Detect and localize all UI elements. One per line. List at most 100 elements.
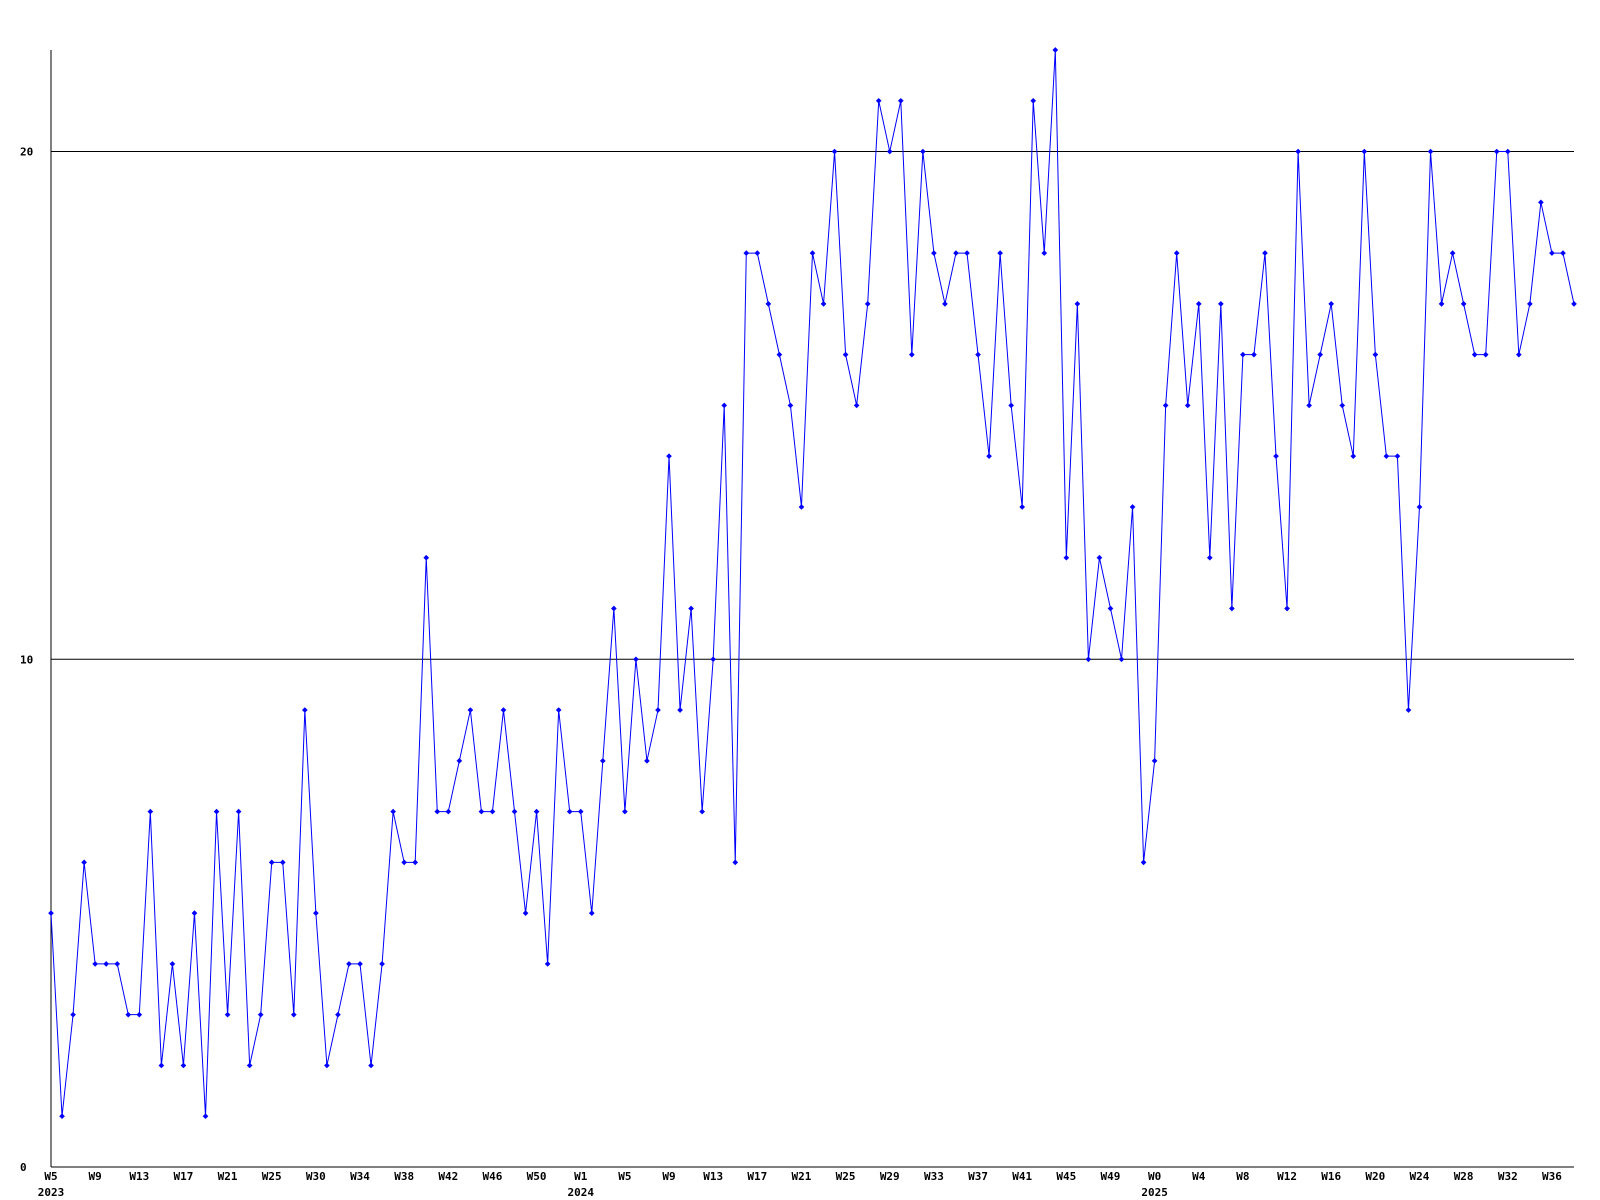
data-point [1427, 148, 1434, 155]
year-label: 2023 [38, 1186, 65, 1199]
data-point [81, 859, 87, 866]
data-point [655, 707, 661, 713]
data-point [699, 808, 705, 815]
x-tick-label: W5 [618, 1170, 631, 1183]
data-point [500, 707, 507, 713]
data-point [235, 808, 242, 815]
data-point [1173, 250, 1180, 256]
x-tick-label: W20 [1365, 1170, 1385, 1183]
data-point [489, 808, 496, 815]
data-point [147, 808, 154, 815]
data-point [820, 301, 827, 307]
data-point [853, 402, 860, 409]
data-point [1482, 351, 1489, 358]
data-point [1383, 453, 1390, 460]
data-point [1504, 148, 1511, 155]
data-point [1460, 301, 1467, 307]
data-point [279, 859, 286, 866]
data-point [644, 757, 650, 764]
data-point [798, 504, 805, 510]
data-point [732, 859, 739, 866]
data-point [1394, 453, 1401, 460]
data-point [1538, 199, 1544, 206]
data-point [1405, 707, 1412, 713]
data-point [577, 808, 584, 815]
data-point [456, 757, 463, 764]
data-point [666, 453, 672, 460]
x-tick-label: W4 [1192, 1170, 1206, 1183]
data-point [1030, 97, 1037, 104]
data-point [92, 961, 98, 967]
data-point [743, 250, 750, 256]
data-point [1251, 351, 1257, 358]
x-tick-label: W17 [747, 1170, 767, 1183]
x-tick-label: W16 [1321, 1170, 1341, 1183]
data-line [50, 49, 1575, 1117]
data-point [953, 250, 959, 256]
data-point [1372, 351, 1379, 358]
data-point [908, 351, 915, 358]
data-point [1262, 250, 1268, 256]
data-point [48, 910, 54, 916]
x-tick-label: W29 [880, 1170, 900, 1183]
data-point [1328, 301, 1335, 307]
data-point [70, 1011, 76, 1018]
data-point [445, 808, 452, 815]
x-tick-label: W37 [968, 1170, 988, 1183]
x-tick-label: W5 [44, 1170, 57, 1183]
data-point [931, 250, 937, 256]
data-point [423, 554, 430, 561]
data-point [1074, 301, 1081, 307]
data-point [1008, 402, 1014, 409]
data-point [434, 808, 441, 815]
data-point [1240, 351, 1246, 358]
y-tick-label: 20 [20, 146, 33, 159]
data-point [257, 1011, 264, 1018]
data-point [533, 808, 540, 815]
data-point [588, 910, 595, 916]
data-point [1515, 351, 1522, 358]
data-point [633, 656, 639, 663]
x-tick-label: W17 [173, 1170, 193, 1183]
data-point [677, 707, 683, 713]
x-tick-label: W25 [262, 1170, 282, 1183]
x-tick-label: W49 [1101, 1170, 1121, 1183]
data-point [1449, 250, 1456, 256]
x-tick-label: W9 [662, 1170, 675, 1183]
data-point [522, 910, 529, 916]
data-point [169, 961, 176, 967]
data-point [566, 808, 573, 815]
data-point [864, 301, 871, 307]
data-point [1218, 301, 1224, 307]
x-tick-label: W45 [1056, 1170, 1076, 1183]
data-point [1063, 554, 1070, 561]
x-tick-label: W41 [1012, 1170, 1032, 1183]
data-point [467, 707, 474, 713]
data-point [975, 351, 981, 358]
data-point [1416, 504, 1423, 510]
data-point [765, 301, 772, 307]
data-point [401, 859, 407, 866]
data-point [776, 351, 783, 358]
data-point [1052, 47, 1059, 53]
data-point [125, 1011, 132, 1018]
x-tick-label: W33 [924, 1170, 944, 1183]
data-point [268, 859, 275, 866]
x-tick-label: W9 [89, 1170, 102, 1183]
data-point [1019, 504, 1026, 510]
x-tick-label: W46 [483, 1170, 503, 1183]
x-tick-label: W38 [394, 1170, 414, 1183]
data-point [1306, 402, 1312, 409]
data-point [1229, 605, 1235, 612]
x-tick-label: W21 [218, 1170, 238, 1183]
x-tick-label: W8 [1236, 1170, 1249, 1183]
y-tick-label: 10 [20, 653, 33, 666]
data-point [478, 808, 485, 815]
data-point [986, 453, 992, 460]
data-point [511, 808, 518, 815]
data-point [544, 961, 551, 967]
data-point [886, 148, 893, 155]
x-tick-label: W13 [703, 1170, 723, 1183]
